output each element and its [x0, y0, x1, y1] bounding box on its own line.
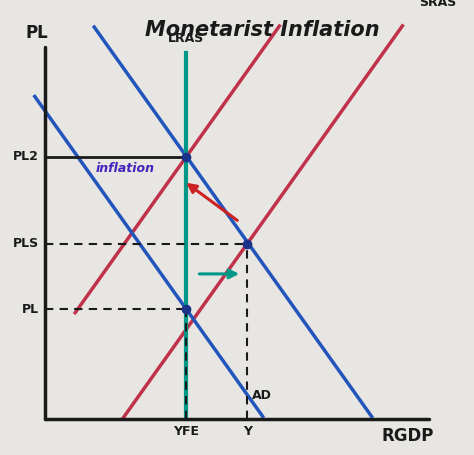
Text: Monetarist Inflation: Monetarist Inflation: [145, 20, 380, 40]
Text: AD: AD: [252, 389, 272, 402]
Text: PL: PL: [22, 303, 39, 316]
Text: PL: PL: [26, 24, 49, 42]
Text: RGDP: RGDP: [382, 427, 434, 445]
Text: inflation: inflation: [95, 162, 155, 175]
Text: SRAS: SRAS: [419, 0, 456, 9]
Text: Y: Y: [243, 425, 252, 438]
Text: YFE: YFE: [173, 425, 200, 438]
Text: PL2: PL2: [13, 150, 39, 163]
Text: PLS: PLS: [13, 238, 39, 250]
Text: LRAS: LRAS: [168, 31, 205, 45]
